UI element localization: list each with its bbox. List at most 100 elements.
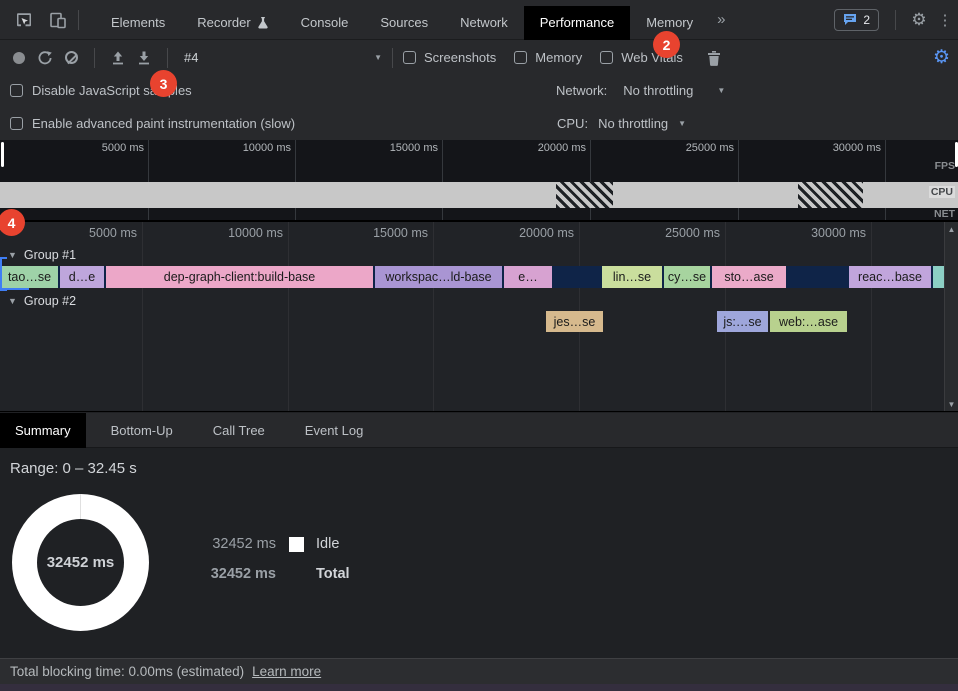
tab-memory[interactable]: Memory: [646, 14, 694, 30]
load-profile-button[interactable]: [105, 45, 131, 71]
screenshots-checkbox[interactable]: Screenshots: [403, 50, 496, 65]
chevron-down-icon: ▼: [8, 296, 17, 306]
flame-event-bar[interactable]: [933, 266, 944, 288]
flame-event-bar[interactable]: web:…ase: [770, 311, 847, 332]
group2-header[interactable]: ▼ Group #2: [8, 294, 77, 308]
ruler-gridline: [871, 222, 872, 411]
tab-sources[interactable]: Sources: [380, 14, 429, 30]
menu-dots-icon[interactable]: ⋮: [937, 11, 953, 29]
tab-elements[interactable]: Elements: [111, 14, 166, 30]
summary-pane: Range: 0 – 32.45 s 32452 ms 32452 ms Idl…: [0, 448, 958, 658]
flame-chart[interactable]: 5000 ms 10000 ms 15000 ms 20000 ms 25000 ms 3…: [0, 222, 958, 412]
checkbox-box: [10, 117, 23, 130]
overview-right-handle[interactable]: [955, 142, 958, 167]
save-profile-button[interactable]: [131, 45, 157, 71]
annotation-badge-3: 3: [150, 70, 177, 97]
tab-performance[interactable]: Performance: [523, 5, 631, 40]
scroll-up-icon[interactable]: ▲: [947, 225, 956, 234]
annotation-badge-4: 4: [0, 209, 25, 236]
ruler-gridline: [148, 140, 149, 220]
memory-checkbox[interactable]: Memory: [514, 50, 582, 65]
device-toolbar-icon[interactable]: [48, 10, 68, 30]
tab-console[interactable]: Console: [300, 14, 349, 30]
legend-idle-swatch: [289, 536, 304, 552]
ruler-tick-label: 10000 ms: [242, 142, 291, 154]
total-blocking-time-text: Total blocking time: 0.00ms (estimated): [10, 664, 245, 679]
checkbox-box: [10, 84, 23, 97]
upload-icon: [113, 51, 123, 64]
flame-event-bar[interactable]: cy…se: [664, 266, 710, 288]
clear-button[interactable]: [58, 45, 84, 71]
timeline-overview[interactable]: 5000 ms 10000 ms 15000 ms 20000 ms 25000 ms 3…: [0, 140, 958, 222]
legend-idle-value: 32452 ms: [212, 536, 276, 552]
record-button[interactable]: [6, 45, 32, 71]
checkbox-box: [403, 51, 416, 64]
advanced-paint-checkbox[interactable]: Enable advanced paint instrumentation (s…: [10, 116, 295, 131]
ruler-gridline: [142, 222, 143, 411]
trash-button[interactable]: [701, 45, 727, 71]
more-tabs-icon[interactable]: »: [717, 11, 726, 28]
flame-event-bar[interactable]: reac…base: [849, 266, 931, 288]
ruler-tick-label: 20000 ms: [519, 226, 574, 240]
overview-left-handle[interactable]: [1, 142, 4, 167]
inspect-element-icon[interactable]: [14, 10, 34, 30]
devtools-tab-bar: Elements Recorder Console Sources Networ…: [0, 0, 958, 40]
ruler-tick-label: 20000 ms: [537, 142, 586, 154]
chat-bubble-icon: [843, 13, 857, 26]
ruler-gridline: [295, 140, 296, 220]
tab-bottom-up[interactable]: Bottom-Up: [110, 422, 173, 438]
footer-bar: Total blocking time: 0.00ms (estimated) …: [0, 658, 958, 684]
issues-chat-button[interactable]: 2: [834, 8, 879, 31]
range-label: Range: 0 – 32.45 s: [10, 460, 137, 477]
flame-event-bar[interactable]: sto…ase: [712, 266, 786, 288]
flame-event-bar[interactable]: e…: [504, 266, 552, 288]
checkbox-box: [600, 51, 614, 64]
flask-icon: [257, 16, 269, 30]
tab-call-tree[interactable]: Call Tree: [212, 422, 265, 438]
tab-summary[interactable]: Summary: [0, 412, 86, 448]
selection-bracket: [0, 257, 7, 291]
flame-scrollbar[interactable]: ▲ ▼: [944, 222, 958, 411]
legend-total-value: 32452 ms: [210, 566, 276, 582]
legend-idle-label: Idle: [316, 536, 340, 552]
flame-event-bar[interactable]: workspac…ld-base: [375, 266, 502, 288]
flame-event-bar[interactable]: js:…se: [717, 311, 768, 332]
history-select[interactable]: #4 ▼: [184, 50, 382, 65]
group1-bars-row: tao…se d…e dep-graph-client:build-base work…: [0, 266, 944, 288]
cpu-hatched-region: [556, 182, 613, 208]
network-throttling-select[interactable]: Network: No throttling ▼: [556, 83, 726, 98]
reload-and-record-button[interactable]: [32, 45, 58, 71]
ruler-tick-label: 15000 ms: [373, 226, 428, 240]
ruler-tick-label: 15000 ms: [389, 142, 438, 154]
scroll-down-icon[interactable]: ▼: [947, 400, 956, 409]
annotation-badge-2: 2: [653, 31, 680, 58]
tab-event-log[interactable]: Event Log: [304, 422, 364, 438]
flame-event-bar[interactable]: lin…se: [602, 266, 662, 288]
cpu-hatched-region: [798, 182, 863, 208]
cpu-lane-label: CPU: [928, 186, 955, 198]
details-tab-bar: Summary Bottom-Up Call Tree Event Log: [0, 412, 958, 448]
settings-gear-icon[interactable]: ⚙: [911, 9, 927, 29]
divider: [895, 9, 896, 30]
trash-icon: [707, 50, 720, 66]
issues-count: 2: [863, 12, 870, 27]
checkbox-box: [514, 51, 528, 64]
flame-event-bar[interactable]: dep-graph-client:build-base: [106, 266, 373, 288]
flame-event-bar[interactable]: jes…se: [546, 311, 603, 332]
capture-settings-gear-icon[interactable]: ⚙: [932, 47, 950, 68]
divider: [167, 47, 168, 68]
ruler-tick-label: 10000 ms: [228, 226, 283, 240]
download-icon: [139, 51, 149, 64]
flame-event-bar[interactable]: tao…se: [1, 266, 58, 288]
legend-total-label: Total: [316, 566, 350, 582]
learn-more-link[interactable]: Learn more: [252, 664, 322, 679]
tab-network[interactable]: Network: [460, 14, 508, 30]
flame-event-bar[interactable]: d…e: [60, 266, 104, 288]
group1-header[interactable]: ▼ Group #1: [8, 248, 77, 262]
ruler-tick-label: 25000 ms: [685, 142, 734, 154]
cpu-throttling-select[interactable]: CPU: No throttling ▼: [557, 116, 687, 131]
chevron-down-icon: ▼: [8, 250, 17, 260]
tab-recorder[interactable]: Recorder: [181, 6, 284, 40]
divider: [392, 47, 393, 68]
